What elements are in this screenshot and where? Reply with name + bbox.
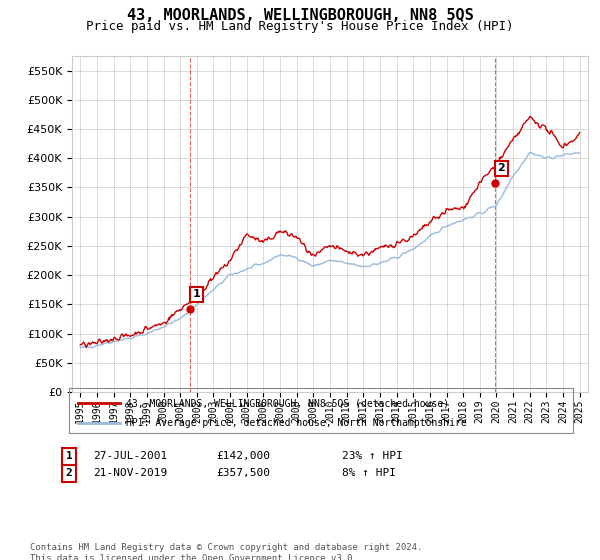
Text: £357,500: £357,500 (216, 468, 270, 478)
Text: 43, MOORLANDS, WELLINGBOROUGH, NN8 5QS: 43, MOORLANDS, WELLINGBOROUGH, NN8 5QS (127, 8, 473, 24)
Text: 43, MOORLANDS, WELLINGBOROUGH, NN8 5QS (detached house): 43, MOORLANDS, WELLINGBOROUGH, NN8 5QS (… (126, 398, 449, 408)
Text: 1: 1 (193, 290, 200, 300)
Text: 2: 2 (497, 164, 505, 174)
Text: 27-JUL-2001: 27-JUL-2001 (93, 451, 167, 461)
Text: 1: 1 (65, 451, 73, 461)
Text: Price paid vs. HM Land Registry's House Price Index (HPI): Price paid vs. HM Land Registry's House … (86, 20, 514, 32)
Text: 23% ↑ HPI: 23% ↑ HPI (342, 451, 403, 461)
Text: 8% ↑ HPI: 8% ↑ HPI (342, 468, 396, 478)
Text: 21-NOV-2019: 21-NOV-2019 (93, 468, 167, 478)
Text: Contains HM Land Registry data © Crown copyright and database right 2024.
This d: Contains HM Land Registry data © Crown c… (30, 543, 422, 560)
Text: £142,000: £142,000 (216, 451, 270, 461)
Text: 2: 2 (65, 468, 73, 478)
Text: HPI: Average price, detached house, North Northamptonshire: HPI: Average price, detached house, Nort… (126, 418, 467, 428)
